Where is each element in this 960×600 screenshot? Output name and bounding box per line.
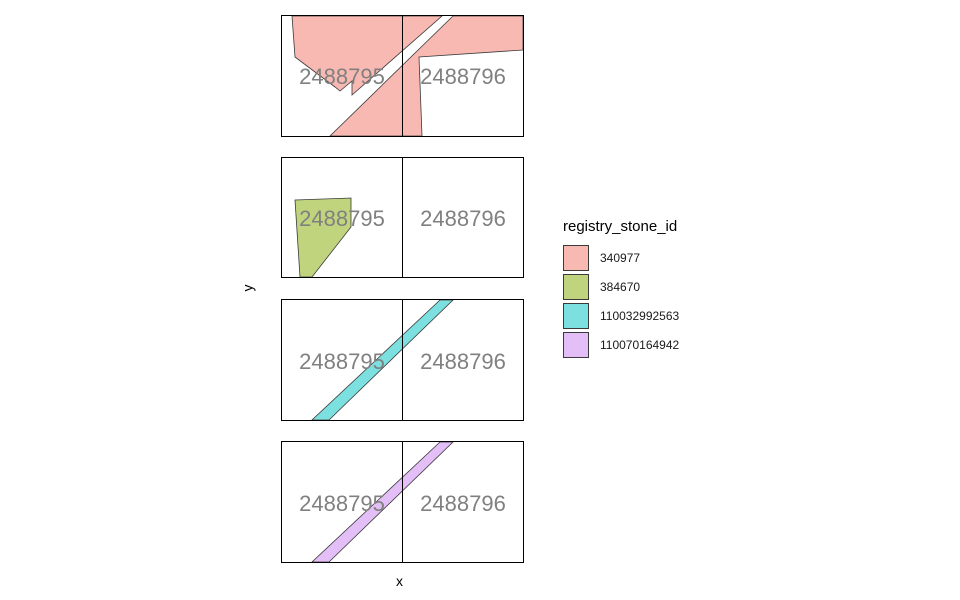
legend-item-label: 110070164942 bbox=[600, 337, 680, 352]
x-axis-title: x bbox=[396, 573, 403, 589]
legend-item-340977: 340977 bbox=[563, 243, 679, 272]
map-panel-110032992563: 2488795 2488796 bbox=[281, 299, 524, 421]
legend-item-384670: 384670 bbox=[563, 272, 679, 301]
parcel-label-2488796: 2488796 bbox=[420, 349, 506, 374]
parcel-label-2488796: 2488796 bbox=[420, 206, 506, 231]
panel-frame bbox=[281, 441, 524, 563]
stone-polygon-340977-part-1 bbox=[291, 15, 444, 96]
parcel-label-2488796: 2488796 bbox=[420, 64, 506, 89]
legend-item-label: 384670 bbox=[600, 279, 641, 294]
stone-polygon-384670 bbox=[294, 197, 352, 278]
legend-swatch bbox=[563, 302, 589, 329]
legend-item-110070164942: 110070164942 bbox=[563, 330, 679, 359]
parcel-label-2488795: 2488795 bbox=[299, 491, 385, 516]
map-panel-110070164942: 2488795 2488796 bbox=[281, 441, 524, 563]
parcel-label-2488795: 2488795 bbox=[299, 349, 385, 374]
legend-swatch bbox=[563, 244, 589, 271]
legend-item-label: 110032992563 bbox=[600, 308, 680, 323]
parcel-label-2488795: 2488795 bbox=[299, 64, 385, 89]
panel-frame bbox=[281, 157, 524, 278]
legend-title: registry_stone_id bbox=[563, 218, 678, 235]
legend: registry_stone_id 340977 384670 11003299… bbox=[563, 218, 679, 359]
panel-frame bbox=[281, 15, 524, 137]
legend-item-label: 340977 bbox=[600, 250, 641, 265]
legend-item-110032992563: 110032992563 bbox=[563, 301, 679, 330]
legend-swatch bbox=[563, 273, 589, 300]
y-axis-title: y bbox=[239, 284, 256, 292]
panel-frame bbox=[281, 299, 524, 421]
legend-swatch bbox=[563, 331, 589, 358]
map-panel-384670: 2488795 2488796 bbox=[281, 157, 524, 278]
map-panel-340977: 2488795 2488796 bbox=[281, 15, 524, 137]
parcel-label-2488795: 2488795 bbox=[299, 206, 385, 231]
parcel-label-2488796: 2488796 bbox=[420, 491, 506, 516]
